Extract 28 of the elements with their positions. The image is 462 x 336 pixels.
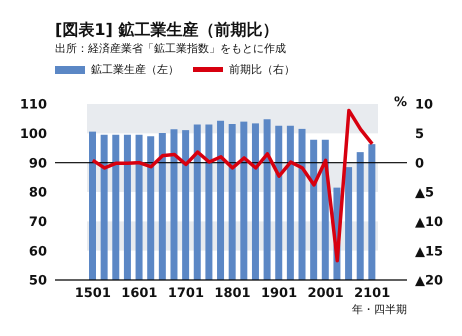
x-tick-label: 1801 [214, 286, 251, 302]
y2-tick-label: 0 [415, 156, 424, 172]
y2-tick-label: ▲10 [415, 214, 444, 230]
y-tick-label: 60 [28, 244, 47, 260]
chart-title: [図表1] 鉱工業生産（前期比） [55, 20, 278, 41]
x-tick-label: 2001 [308, 286, 344, 302]
y2-tick-label: ▲20 [415, 274, 444, 289]
x-tick-label: 1701 [168, 286, 204, 302]
y2-tick-label: 5 [415, 126, 424, 142]
line-series [91, 108, 374, 262]
y-tick-label: 50 [28, 274, 47, 289]
y2-tick-label: 10 [415, 98, 434, 113]
y-tick-label: 110 [20, 98, 47, 113]
y-tick-label: 90 [28, 156, 47, 172]
x-tick-label: 1601 [121, 286, 158, 302]
y2-axis-title: % [394, 95, 408, 110]
legend-label: 前期比（右） [229, 62, 295, 77]
chart-subtitle: 出所：経済産業省「鉱工業指数」をもとに作成 [55, 41, 286, 56]
y-tick-label: 70 [28, 214, 47, 230]
y2-tick-label: ▲15 [415, 244, 444, 260]
x-tick-label: 1501 [74, 286, 111, 302]
y-tick-label: 80 [28, 186, 47, 201]
x-axis-title: 年・四半期 [352, 302, 407, 317]
y-tick-label: 100 [20, 126, 47, 142]
legend-label: 鉱工業生産（左） [91, 62, 179, 77]
x-tick-label: 2101 [354, 286, 390, 302]
x-tick-label: 1901 [260, 286, 298, 302]
y2-tick-label: ▲5 [415, 186, 434, 201]
